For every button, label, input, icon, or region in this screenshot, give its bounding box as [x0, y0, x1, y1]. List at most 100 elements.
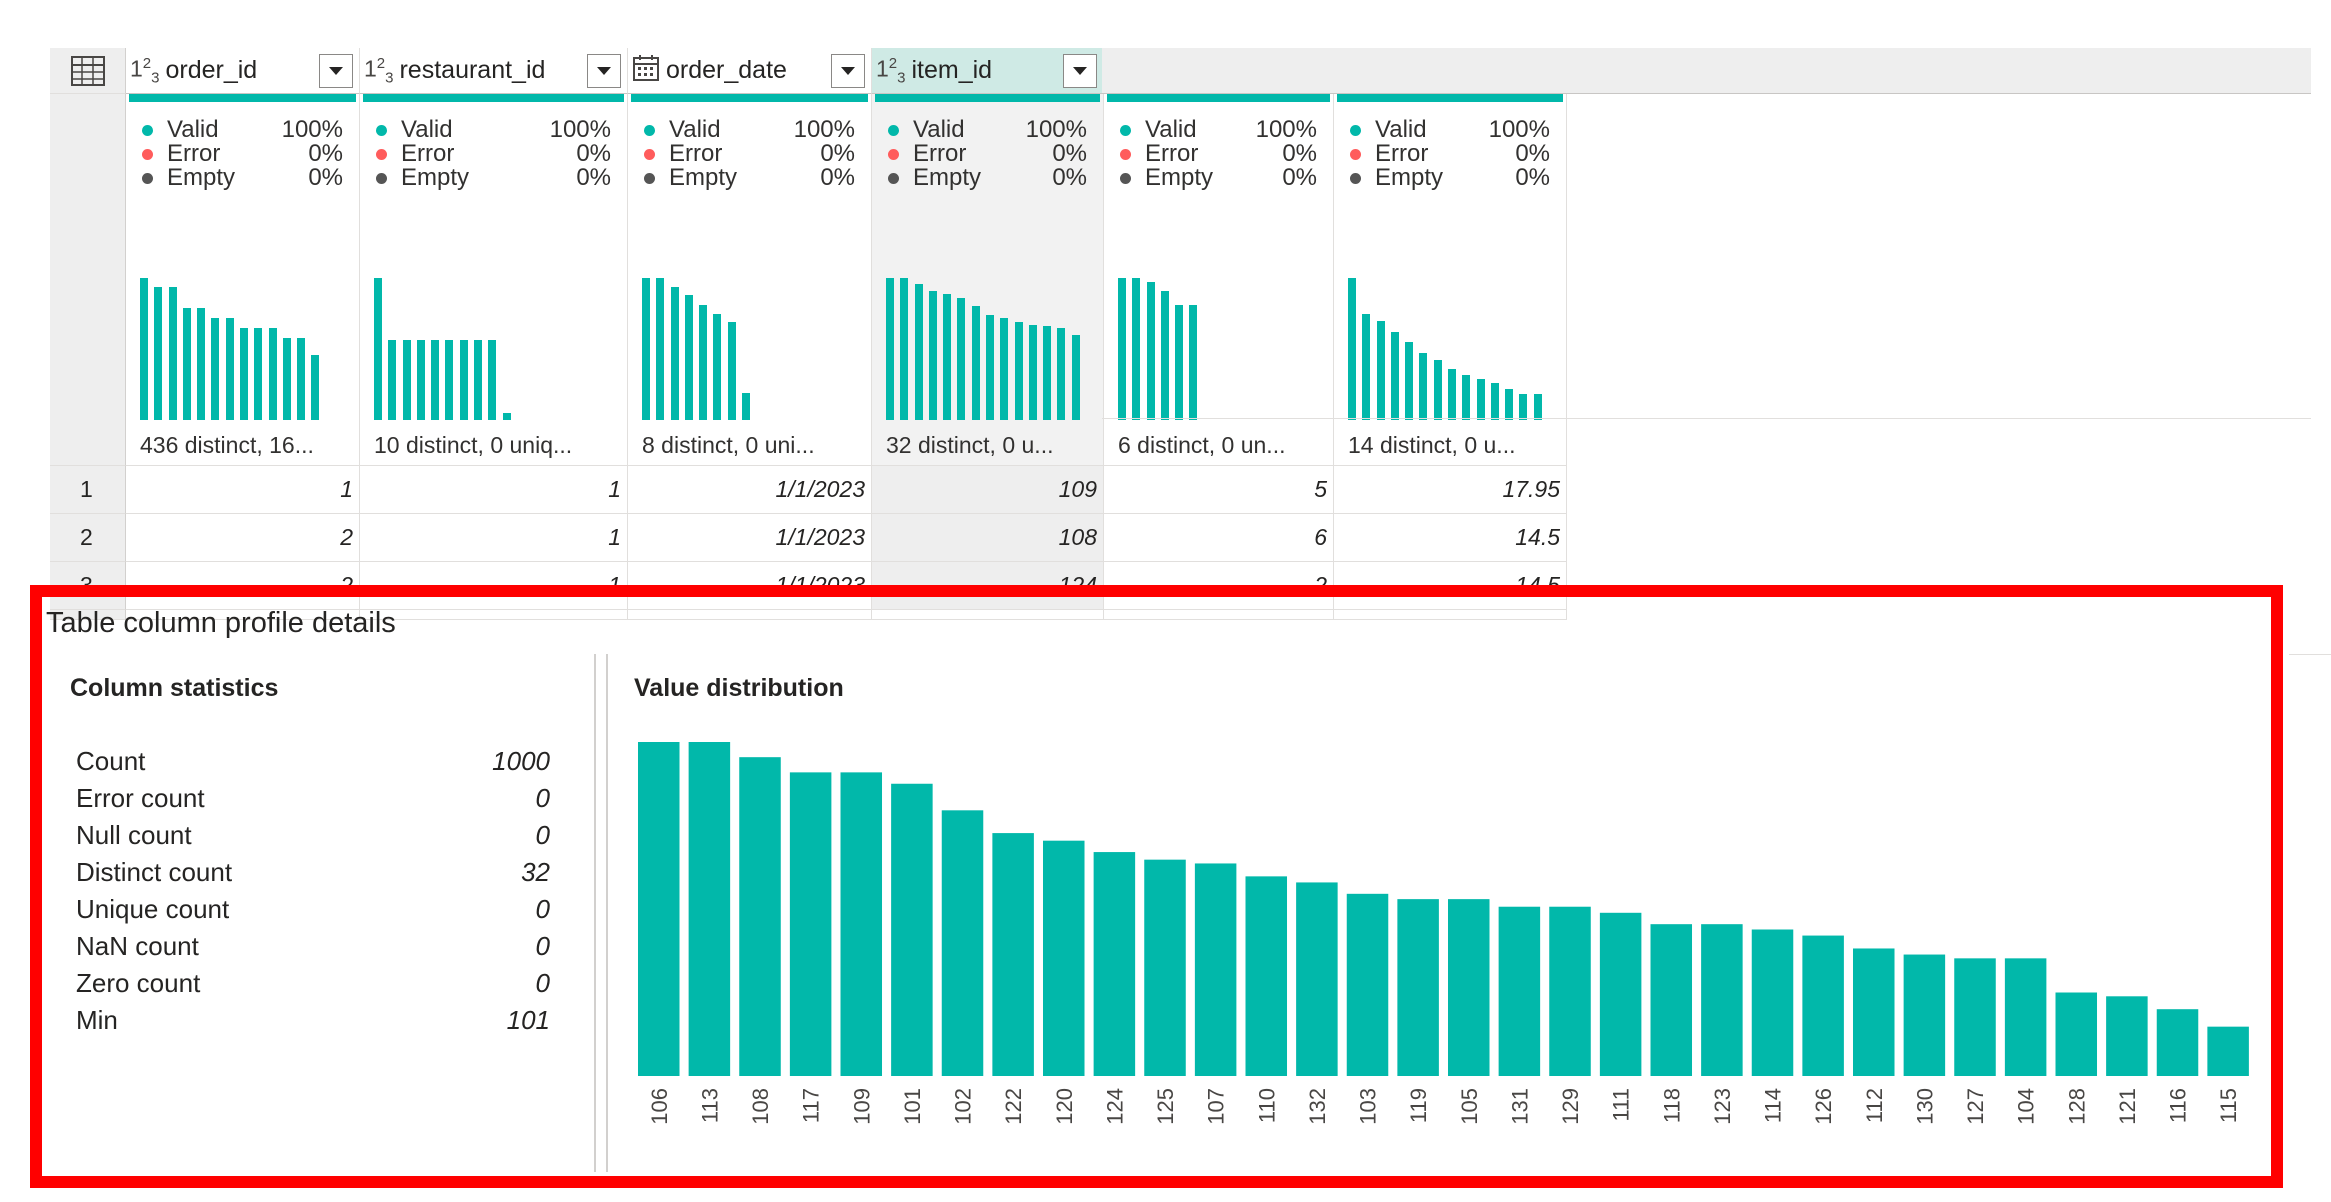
mini-bar — [971, 306, 980, 420]
distribution-bar[interactable] — [1903, 954, 1946, 1076]
column-header-item_id[interactable]: 123 item_id — [872, 48, 1104, 94]
distribution-bar[interactable] — [1093, 852, 1136, 1076]
distribution-bar[interactable] — [1346, 893, 1389, 1076]
distinct-summary: 14 distinct, 0 u... — [1348, 432, 1516, 458]
empty-label: Empty — [1145, 164, 1214, 191]
distribution-bar[interactable] — [1650, 924, 1693, 1076]
empty-dot-icon — [1350, 172, 1361, 184]
table-cell[interactable]: 1/1/2023 — [628, 514, 872, 562]
mini-bar — [1014, 322, 1023, 420]
number-type-icon[interactable]: 123 — [364, 55, 393, 86]
table-cell[interactable]: 2 — [126, 514, 360, 562]
column-header-order_id[interactable]: 123 order_id — [126, 48, 360, 94]
distribution-bar[interactable] — [1144, 859, 1186, 1076]
valid-dot-icon — [376, 124, 387, 136]
distribution-bar[interactable] — [2156, 1009, 2199, 1076]
distribution-bar[interactable] — [992, 833, 1034, 1076]
error-label: Error — [669, 140, 723, 167]
distribution-bar[interactable] — [739, 757, 781, 1076]
filter-dropdown-button[interactable] — [319, 53, 353, 88]
distribution-bar[interactable] — [1296, 882, 1338, 1076]
column-quality-profile[interactable]: Valid 100% Error 0% Empty 0% 436 distinct, 16.… — [126, 94, 360, 466]
type-main: 1 — [130, 55, 143, 82]
column-header-restaurant_id[interactable]: 123 restaurant_id — [360, 48, 628, 94]
distribution-bar[interactable] — [1954, 958, 1996, 1076]
column-quality-profile[interactable]: Valid 100% Error 0% Empty 0% 8 distinct, 0 uni… — [628, 94, 872, 466]
error-percent: 0% — [820, 140, 855, 167]
table-cell[interactable]: 5 — [1104, 466, 1334, 514]
distribution-bar[interactable] — [941, 810, 984, 1076]
number-type-icon[interactable]: 123 — [130, 55, 159, 86]
filter-dropdown-button[interactable] — [587, 53, 621, 88]
empty-row: Empty 0% — [142, 164, 343, 192]
table-cell[interactable]: 108 — [872, 514, 1104, 562]
table-cell[interactable]: 109 — [872, 466, 1104, 514]
distribution-bar[interactable] — [1701, 924, 1743, 1076]
table-cell[interactable]: 6 — [1104, 514, 1334, 562]
table-cell[interactable]: 1/1/2023 — [628, 466, 872, 514]
distribution-bar[interactable] — [1498, 906, 1541, 1076]
valid-percent: 100% — [1255, 116, 1317, 143]
category-tick-label: 104 — [2014, 1088, 2039, 1125]
mini-bar — [297, 337, 306, 420]
column-quality-profile[interactable]: Valid 100% Error 0% Empty 0% 14 distinct, 0 u.… — [1334, 94, 1567, 466]
error-label: Error — [401, 140, 455, 167]
distribution-bar[interactable] — [1194, 863, 1237, 1076]
column-quality-profile[interactable]: Valid 100% Error 0% Empty 0% 32 distinct, 0 u.… — [872, 94, 1104, 466]
distribution-bar[interactable] — [638, 742, 680, 1076]
number-type-icon[interactable]: 123 — [876, 55, 905, 86]
mini-bar — [900, 278, 909, 420]
table-cell[interactable]: 14.5 — [1334, 514, 1567, 562]
distribution-bar[interactable] — [1245, 876, 1288, 1076]
valid-row: Valid 100% — [142, 116, 343, 144]
distribution-bar[interactable] — [2207, 1026, 2249, 1076]
column-header-order_date[interactable]: order_date — [628, 48, 872, 94]
mini-bar — [388, 340, 397, 420]
distribution-bar[interactable] — [891, 783, 933, 1076]
row-number[interactable]: 1 — [50, 466, 126, 514]
distribution-bar[interactable] — [789, 772, 832, 1076]
distinct-summary: 8 distinct, 0 uni... — [642, 432, 815, 458]
filter-dropdown-button[interactable] — [1063, 53, 1097, 88]
table-cell[interactable]: 1 — [126, 466, 360, 514]
distribution-bar[interactable] — [1043, 840, 1085, 1076]
distribution-bar[interactable] — [1853, 948, 1895, 1076]
distribution-bar[interactable] — [1802, 935, 1844, 1076]
statistic-row: Min 101 — [76, 1005, 550, 1036]
valid-percent: 100% — [1025, 116, 1087, 143]
distribution-bar[interactable] — [1397, 899, 1439, 1076]
type-sup: 2 — [376, 54, 386, 72]
mini-bar — [311, 354, 320, 420]
mini-bar — [1057, 327, 1066, 420]
filter-dropdown-button[interactable] — [831, 53, 865, 88]
distribution-bar[interactable] — [2055, 992, 2098, 1077]
distribution-bar[interactable] — [2004, 958, 2047, 1076]
statistic-value: 0 — [535, 894, 550, 924]
quality-bar — [1107, 94, 1330, 102]
distribution-bar[interactable] — [1448, 899, 1490, 1076]
mini-bar — [1043, 326, 1052, 420]
error-row: Error 0% — [644, 140, 855, 168]
distribution-bar[interactable] — [1751, 929, 1794, 1076]
row-number[interactable]: 2 — [50, 514, 126, 562]
distribution-bar[interactable] — [1599, 912, 1642, 1076]
date-type-icon[interactable] — [632, 54, 660, 88]
table-cell[interactable]: 1 — [360, 466, 628, 514]
statistic-label: NaN count — [76, 931, 199, 961]
row-header-tail — [50, 610, 126, 620]
distribution-bar[interactable] — [1549, 906, 1591, 1076]
distribution-bar[interactable] — [2106, 996, 2148, 1076]
category-tick-label: 101 — [900, 1088, 925, 1125]
table-cell[interactable]: 17.95 — [1334, 466, 1567, 514]
distribution-bar[interactable] — [840, 772, 883, 1076]
chevron-down-icon — [597, 66, 611, 75]
column-quality-profile[interactable]: Valid 100% Error 0% Empty 0% 10 distinct, 0 un… — [360, 94, 628, 466]
column-quality-profile[interactable]: Valid 100% Error 0% Empty 0% 6 distinct, 0 un.… — [1104, 94, 1334, 466]
table-menu-button[interactable] — [50, 48, 126, 94]
column-statistics-panel: Column statistics Count 1000 Error count 0 N… — [44, 654, 596, 1172]
mini-bar — [1462, 374, 1471, 420]
valid-percent: 100% — [281, 116, 343, 143]
mini-bar — [254, 327, 263, 420]
table-cell[interactable]: 1 — [360, 514, 628, 562]
distribution-bar[interactable] — [688, 742, 731, 1076]
